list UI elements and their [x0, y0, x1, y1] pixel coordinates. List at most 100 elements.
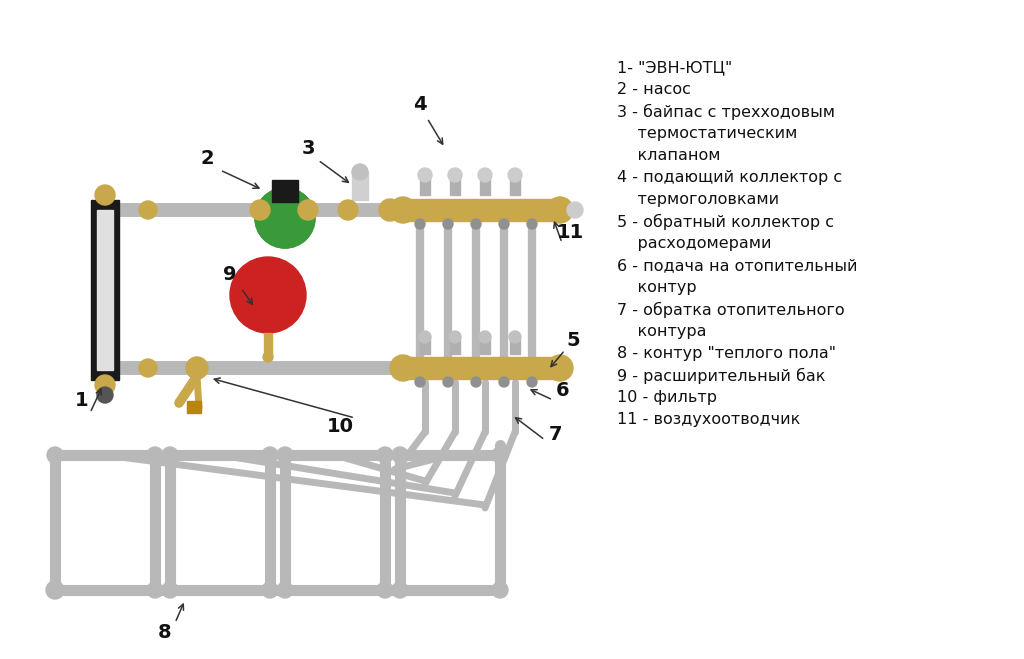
Circle shape [46, 581, 63, 599]
Circle shape [263, 352, 273, 362]
Circle shape [95, 185, 115, 205]
Circle shape [471, 377, 481, 387]
Bar [406, 357, 555, 379]
Circle shape [443, 219, 453, 229]
Text: 1: 1 [75, 391, 89, 409]
Circle shape [527, 219, 537, 229]
Text: 5: 5 [566, 331, 580, 349]
Circle shape [419, 331, 431, 343]
Circle shape [377, 582, 393, 598]
Bar [420, 339, 430, 354]
Text: 8 - контур "теплого пола": 8 - контур "теплого пола" [617, 346, 836, 361]
Circle shape [508, 168, 522, 182]
Circle shape [478, 168, 492, 182]
Text: расходомерами: расходомерами [617, 236, 771, 251]
Bar [272, 180, 298, 202]
Circle shape [250, 200, 270, 220]
Text: 10: 10 [327, 418, 353, 436]
Bar [480, 177, 490, 195]
Text: контура: контура [617, 324, 707, 339]
Circle shape [100, 363, 110, 373]
Text: 7: 7 [548, 426, 562, 445]
Text: контур: контур [617, 280, 696, 295]
Text: клапаном: клапаном [617, 148, 721, 163]
Circle shape [418, 168, 432, 182]
Circle shape [278, 582, 293, 598]
Circle shape [262, 582, 278, 598]
Circle shape [567, 202, 583, 218]
Text: 5 - обратный коллектор с: 5 - обратный коллектор с [617, 214, 834, 230]
Text: термоголовками: термоголовками [617, 192, 779, 207]
Circle shape [255, 188, 315, 248]
Circle shape [499, 219, 509, 229]
Circle shape [147, 447, 163, 463]
Text: 7 - обратка отопительного: 7 - обратка отопительного [617, 302, 845, 318]
Text: 9 - расширительный бак: 9 - расширительный бак [617, 368, 825, 384]
Circle shape [139, 201, 157, 219]
Bar [264, 333, 272, 355]
Circle shape [97, 387, 113, 403]
Circle shape [415, 219, 425, 229]
Text: 8: 8 [158, 623, 172, 643]
Circle shape [377, 447, 393, 463]
Text: 1- "ЭВН-ЮТЦ": 1- "ЭВН-ЮТЦ" [617, 60, 732, 75]
Bar [187, 401, 201, 413]
Circle shape [262, 447, 278, 463]
Bar [480, 339, 490, 354]
Circle shape [47, 582, 63, 598]
Text: 6 - подача на отопительный: 6 - подача на отопительный [617, 258, 857, 273]
Text: 2 - насос: 2 - насос [617, 82, 691, 97]
Circle shape [509, 331, 521, 343]
Circle shape [147, 582, 163, 598]
Circle shape [230, 257, 306, 333]
Text: 11: 11 [556, 223, 584, 241]
Text: 3 - байпас с трехходовым: 3 - байпас с трехходовым [617, 104, 835, 120]
Text: 4 - подающий коллектор с: 4 - подающий коллектор с [617, 170, 842, 185]
Text: 2: 2 [200, 148, 214, 167]
Text: 6: 6 [556, 380, 569, 399]
Text: 10 - фильтр: 10 - фильтр [617, 390, 717, 405]
Circle shape [415, 377, 425, 387]
Circle shape [547, 197, 573, 223]
Text: 3: 3 [301, 138, 314, 158]
Circle shape [449, 168, 462, 182]
Circle shape [499, 377, 509, 387]
Circle shape [100, 205, 110, 215]
Circle shape [390, 197, 416, 223]
Circle shape [162, 447, 178, 463]
Circle shape [162, 582, 178, 598]
Circle shape [392, 582, 408, 598]
Bar [450, 177, 460, 195]
Circle shape [492, 582, 508, 598]
Bar [420, 177, 430, 195]
Circle shape [278, 447, 293, 463]
Text: 9: 9 [223, 266, 237, 285]
Circle shape [479, 331, 490, 343]
Circle shape [527, 377, 537, 387]
Bar [510, 177, 520, 195]
Bar [510, 339, 520, 354]
Circle shape [379, 199, 401, 221]
Bar [352, 172, 368, 200]
Circle shape [186, 357, 208, 379]
Circle shape [139, 359, 157, 377]
Circle shape [255, 188, 315, 248]
Circle shape [338, 200, 358, 220]
Circle shape [392, 447, 408, 463]
Circle shape [390, 355, 416, 381]
Circle shape [471, 219, 481, 229]
Circle shape [547, 355, 573, 381]
Bar [91, 200, 119, 380]
Text: 4: 4 [414, 96, 427, 115]
Text: термостатическим: термостатическим [617, 126, 798, 141]
Text: 11 - воздухоотводчик: 11 - воздухоотводчик [617, 412, 800, 427]
Circle shape [492, 447, 508, 463]
Circle shape [47, 447, 63, 463]
Bar [97, 210, 113, 370]
Circle shape [95, 375, 115, 395]
Circle shape [443, 377, 453, 387]
Bar [406, 199, 555, 221]
Circle shape [449, 331, 461, 343]
Bar [450, 339, 460, 354]
Circle shape [352, 164, 368, 180]
